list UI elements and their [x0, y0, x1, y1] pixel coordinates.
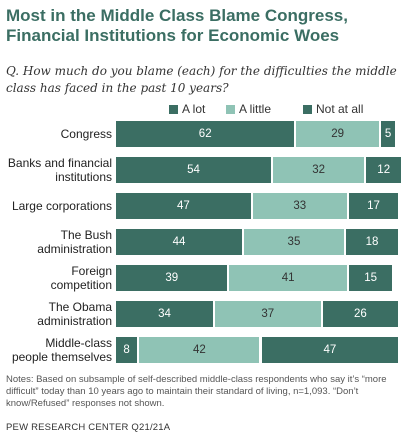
data-label-not-at-all: 47	[323, 344, 337, 356]
category-label: Large corporations	[11, 199, 112, 213]
legend-label-a-little: A little	[239, 102, 272, 116]
category-label: Middle-class people themselves	[11, 336, 112, 364]
bar-a-lot	[116, 337, 138, 363]
bar-a-lot	[116, 301, 213, 327]
data-label-a-little: 29	[331, 128, 344, 140]
bar-a-little	[296, 121, 379, 147]
data-label-a-little: 41	[281, 272, 295, 284]
bar-a-lot	[116, 193, 251, 219]
bar-a-lot	[116, 157, 272, 183]
chart-notes: Notes: Based on subsample of self-descri…	[6, 374, 387, 409]
category-label: The Obama administration	[37, 300, 112, 328]
chart-title: Most in the Middle Class Blame Congress,…	[6, 6, 348, 45]
data-label-a-lot: 47	[176, 200, 190, 212]
legend-swatch-a-little	[226, 104, 235, 114]
bar-a-little	[139, 337, 260, 363]
data-label-a-little: 35	[287, 236, 301, 248]
legend-item-a-lot: A lot	[169, 101, 205, 117]
legend-item-not-at-all: Not at all	[303, 101, 363, 117]
bar-a-little	[214, 301, 321, 327]
data-label-a-lot: 54	[187, 164, 200, 176]
bar-a-little	[229, 265, 347, 291]
bar-a-lot	[116, 121, 295, 147]
bar-not-at-all	[322, 301, 399, 327]
legend-label-a-lot: A lot	[182, 102, 206, 116]
data-label-not-at-all: 15	[364, 272, 378, 284]
data-label-not-at-all: 18	[365, 236, 379, 248]
data-label-not-at-all: 5	[384, 128, 392, 140]
category-label: The Bush administration	[37, 228, 112, 256]
data-label-not-at-all: 12	[377, 164, 391, 176]
legend-swatch-not-at-all	[303, 104, 312, 114]
category-label: Congress	[60, 127, 112, 141]
data-label-a-lot: 44	[172, 236, 186, 248]
bar-not-at-all	[380, 121, 396, 147]
data-label-not-at-all: 17	[367, 200, 380, 212]
category-label: Foreign competition	[50, 264, 112, 292]
legend-item-a-little: A little	[226, 101, 271, 117]
data-label-a-lot: 62	[198, 128, 212, 140]
data-label-a-little: 42	[192, 344, 206, 356]
legend-label-not-at-all: Not at all	[316, 102, 364, 116]
survey-question: Q. How much do you blame (each) for the …	[6, 64, 397, 95]
bar-not-at-all	[261, 337, 399, 363]
bar-not-at-all	[348, 265, 393, 291]
legend: A lot A little Not at all	[0, 101, 413, 117]
data-label-a-lot: 34	[158, 308, 171, 320]
bar-a-lot	[116, 229, 243, 255]
bar-not-at-all	[366, 157, 402, 183]
bar-a-little	[273, 157, 365, 183]
legend-swatch-a-lot	[169, 104, 178, 114]
chart-source: PEW RESEARCH CENTER Q21/21A	[6, 422, 171, 433]
bar-a-little	[252, 193, 347, 219]
data-label-a-little: 32	[312, 164, 326, 176]
bar-not-at-all	[348, 193, 399, 219]
bar-not-at-all	[345, 229, 399, 255]
data-label-not-at-all: 26	[354, 308, 367, 320]
data-label-a-little: 33	[293, 200, 307, 212]
bar-a-lot	[116, 265, 228, 291]
data-label-a-lot: 8	[123, 344, 130, 356]
data-label-a-little: 37	[261, 308, 275, 320]
bar-a-little	[244, 229, 344, 255]
category-label: Banks and financial institutions	[7, 156, 112, 184]
data-label-a-lot: 39	[165, 272, 179, 284]
